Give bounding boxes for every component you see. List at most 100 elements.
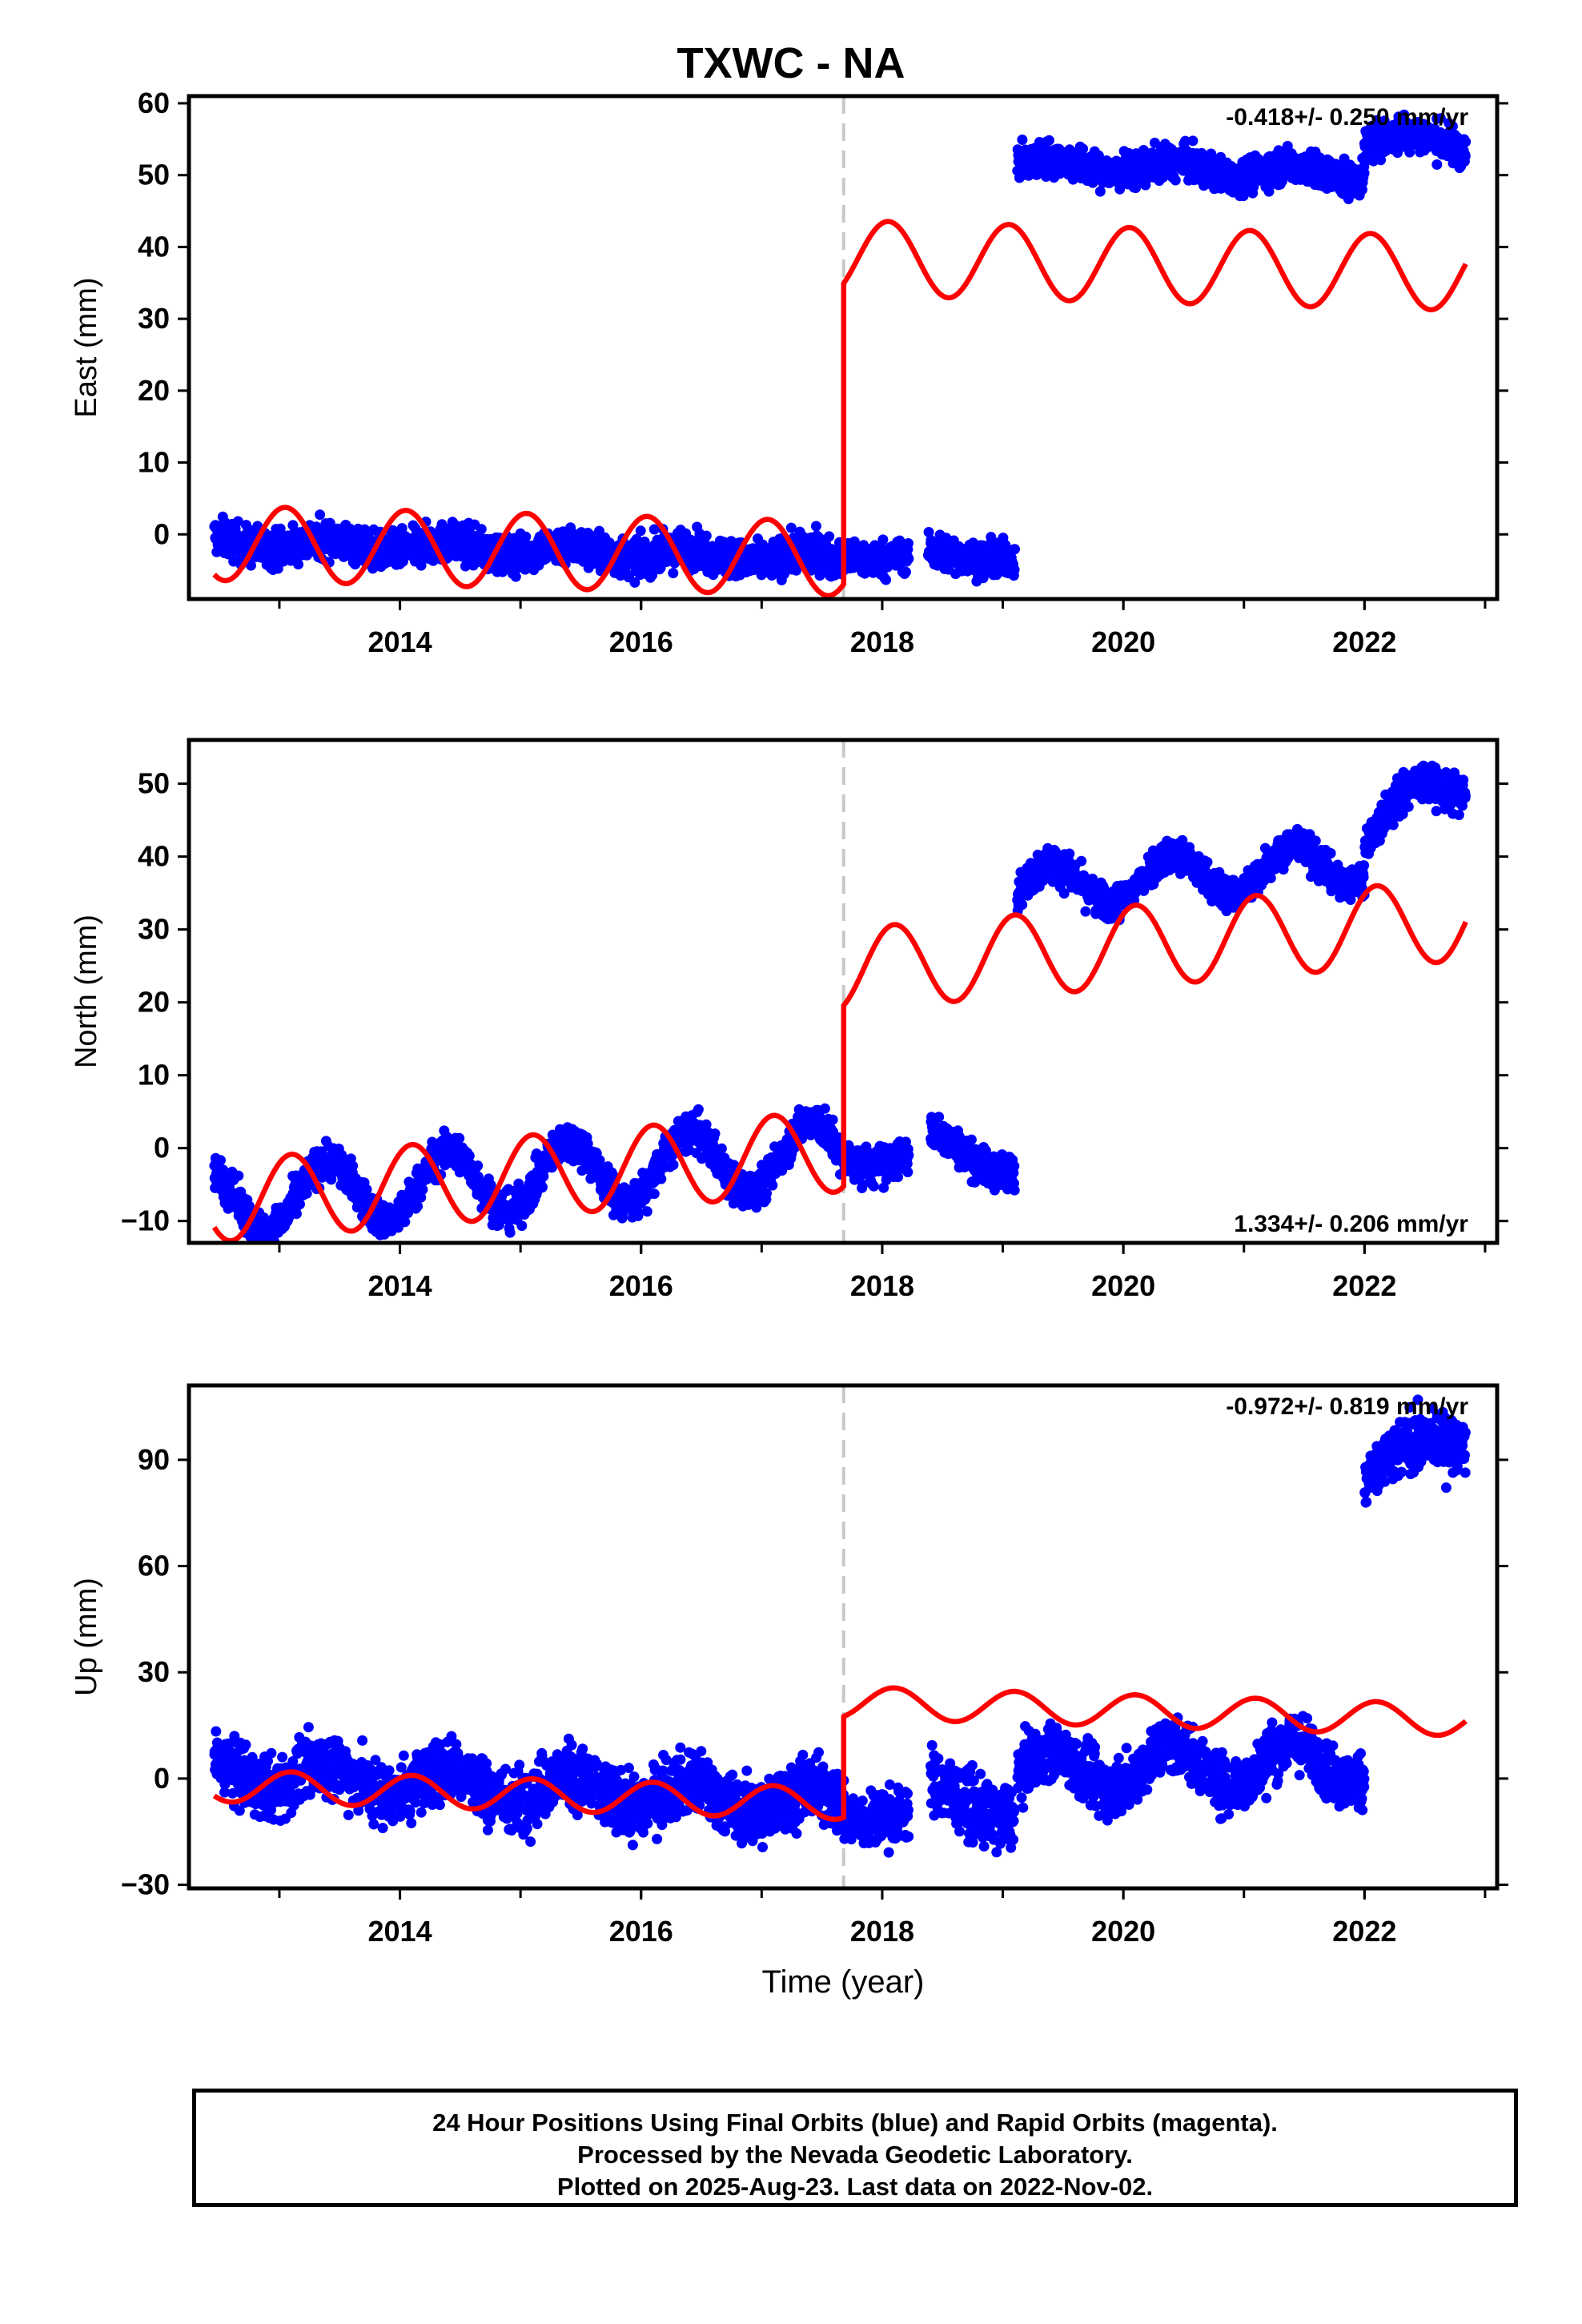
plots-canvas: 0 10 20 30 40 50 60 2014 2016 2018 2020 2022 East (m… [70,86,1508,2000]
x-tick-label: 2020 [1091,625,1155,658]
data-point [400,1216,411,1228]
data-point [923,527,934,537]
data-point [1009,564,1020,575]
data-point [293,559,304,570]
data-point [315,509,326,521]
data-point [777,1165,788,1176]
data-point [295,1199,305,1210]
data-point [464,1150,475,1161]
data-point [1170,175,1181,186]
y-tick-label: 20 [138,374,170,407]
data-point [1010,544,1020,555]
data-point [1187,135,1199,147]
data-point [635,525,646,537]
data-point [510,571,521,582]
data-point [656,1173,667,1184]
y-axis-label: East (mm) [70,277,103,417]
data-point [1158,172,1169,183]
model-curve [212,219,1468,599]
data-point [1460,151,1471,162]
data-point [232,516,243,527]
data-point [1460,136,1472,147]
data-point [396,523,408,534]
data-point [881,574,892,585]
data-point [709,1128,721,1140]
data-point [901,566,911,577]
data-point [1044,135,1054,146]
data-point [1447,121,1458,132]
data-point [668,568,679,579]
data-point [810,521,821,532]
data-point [641,1206,652,1217]
data-point [538,1171,549,1182]
y-tick-label: 40 [138,230,170,263]
data-point [761,1188,772,1199]
data-point [272,563,283,574]
y-tick-label: 0 [154,517,170,550]
data-point [785,522,797,533]
data-point [1078,143,1089,155]
data-point [520,531,532,542]
data-point [347,1160,359,1172]
data-point [633,1207,644,1218]
data-point [476,524,487,535]
x-tick-label: 2016 [609,625,673,658]
plot-frame [187,94,1500,601]
data-point [824,531,835,542]
data-point [582,1138,593,1149]
data-point [767,1180,778,1191]
data-point [454,1132,465,1144]
y-tick-label: 30 [138,302,170,335]
data-point [516,1220,528,1232]
figure-title: TXWC - NA [677,39,905,87]
data-point [1263,186,1275,197]
data-point [877,534,889,545]
data-point [472,1160,484,1172]
data-point [693,1104,704,1115]
data-point [233,1170,244,1181]
data-point [701,530,712,541]
data-point [449,519,460,530]
data-point [1431,159,1443,170]
data-point [1238,191,1249,202]
data-point [485,1180,496,1191]
panel-1: 0 10 20 30 40 50 60 2014 2016 2018 2020 2022 East (m… [70,86,1508,658]
data-point [903,538,913,549]
data-point [252,521,263,532]
data-point [504,1227,516,1238]
data-point [1343,194,1354,204]
data-point [903,553,914,565]
y-tick-label: 60 [138,86,170,119]
data-point [291,1208,302,1220]
data-point [1435,113,1446,124]
data-point [412,1200,424,1212]
x-tick-label: 2014 [368,625,432,658]
y-tick-label: 50 [138,159,170,191]
data-point [493,1220,504,1231]
data-point [648,524,660,535]
data-point [647,569,658,581]
data-point [716,1143,727,1154]
data-point [1017,135,1028,145]
x-tick-label: 2018 [850,625,914,658]
data-point [1371,115,1383,126]
data-point [1206,148,1217,159]
data-point [246,560,256,571]
data-point [779,569,789,580]
data-point [417,1184,428,1195]
data-point [1359,167,1370,179]
data-point [537,1181,548,1192]
data-point [791,565,802,576]
data-point [668,1160,679,1170]
x-tick-label: 2022 [1332,625,1396,658]
data-point [326,1174,337,1185]
data-point [215,1155,226,1166]
data-points [209,760,1471,1255]
data-point [1357,184,1367,195]
data-point [1180,135,1191,147]
data-point [629,577,640,588]
y-tick-label: 10 [138,446,170,479]
data-point [648,1188,660,1200]
data-point [259,1244,269,1255]
